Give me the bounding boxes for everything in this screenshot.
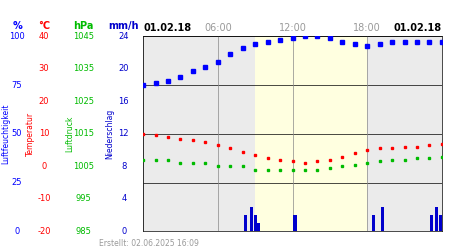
Text: 1005: 1005 xyxy=(73,162,94,171)
Text: 06:00: 06:00 xyxy=(204,23,232,33)
Text: 20: 20 xyxy=(118,64,129,73)
Text: 1045: 1045 xyxy=(73,32,94,41)
Text: 10: 10 xyxy=(39,129,50,138)
Text: 50: 50 xyxy=(12,129,22,138)
Text: 0: 0 xyxy=(41,162,47,171)
Text: 1025: 1025 xyxy=(73,97,94,106)
Text: -10: -10 xyxy=(37,194,51,203)
Bar xyxy=(372,215,375,231)
Bar xyxy=(257,223,261,231)
Text: mm/h: mm/h xyxy=(108,21,139,31)
Text: 8: 8 xyxy=(121,162,126,171)
Bar xyxy=(243,215,247,231)
Text: 12: 12 xyxy=(118,129,129,138)
Text: 985: 985 xyxy=(75,227,91,236)
Bar xyxy=(255,36,367,231)
Text: Niederschlag: Niederschlag xyxy=(105,108,114,159)
Text: Luftdruck: Luftdruck xyxy=(65,116,74,152)
Text: 01.02.18: 01.02.18 xyxy=(143,23,191,33)
Text: °C: °C xyxy=(38,21,50,31)
Text: 25: 25 xyxy=(12,178,22,187)
Text: 995: 995 xyxy=(76,194,91,203)
Text: 12:00: 12:00 xyxy=(279,23,306,33)
Text: 0: 0 xyxy=(14,227,20,236)
Bar xyxy=(254,215,256,231)
Text: 100: 100 xyxy=(9,32,25,41)
Text: 30: 30 xyxy=(39,64,50,73)
Text: 1035: 1035 xyxy=(73,64,94,73)
Text: %: % xyxy=(12,21,22,31)
Text: hPa: hPa xyxy=(73,21,94,31)
Bar xyxy=(250,207,253,231)
Text: 75: 75 xyxy=(12,80,22,90)
Text: 16: 16 xyxy=(118,97,129,106)
Text: 24: 24 xyxy=(118,32,129,41)
Text: Erstellt: 02.06.2025 16:09: Erstellt: 02.06.2025 16:09 xyxy=(99,239,199,248)
Text: 1015: 1015 xyxy=(73,129,94,138)
Text: 20: 20 xyxy=(39,97,50,106)
Bar xyxy=(439,215,442,231)
Text: 4: 4 xyxy=(121,194,126,203)
Text: Luftfeuchtigkeit: Luftfeuchtigkeit xyxy=(1,104,10,164)
Bar xyxy=(293,215,297,231)
Bar xyxy=(381,207,384,231)
Text: 0: 0 xyxy=(121,227,126,236)
Bar xyxy=(367,36,442,231)
Text: -20: -20 xyxy=(37,227,51,236)
Text: 01.02.18: 01.02.18 xyxy=(394,23,442,33)
Bar xyxy=(143,36,255,231)
Text: Temperatur: Temperatur xyxy=(26,112,35,156)
Text: 18:00: 18:00 xyxy=(353,23,381,33)
Text: 40: 40 xyxy=(39,32,50,41)
Bar xyxy=(430,215,433,231)
Bar xyxy=(435,207,438,231)
